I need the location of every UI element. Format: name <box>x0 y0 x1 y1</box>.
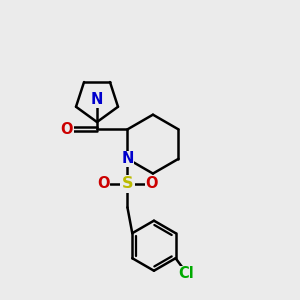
Text: O: O <box>97 176 110 191</box>
Text: N: N <box>121 151 134 166</box>
Text: N: N <box>91 92 103 107</box>
Text: Cl: Cl <box>178 266 194 281</box>
Text: S: S <box>122 176 133 191</box>
Text: O: O <box>145 176 158 191</box>
Text: O: O <box>60 122 73 137</box>
